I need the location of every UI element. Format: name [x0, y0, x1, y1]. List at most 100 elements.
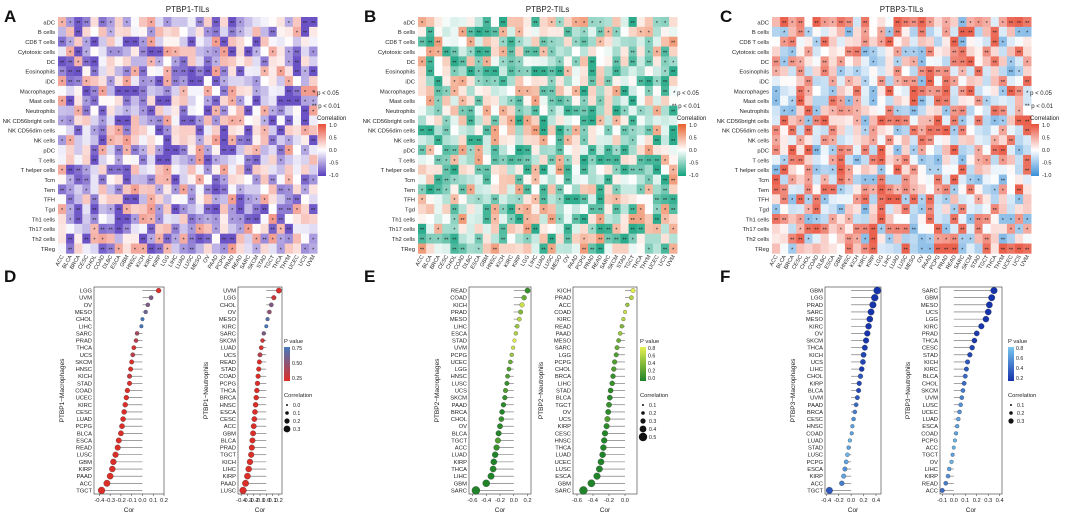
heatmap-cell [917, 135, 927, 146]
heatmap-cell [515, 174, 524, 185]
significance-mark: ** [920, 100, 925, 106]
significance-mark: * [174, 50, 177, 56]
heatmap-cell [539, 223, 548, 234]
heatmap-cell [836, 76, 846, 87]
heatmap-cell [1023, 66, 1032, 77]
heatmap-cell [179, 66, 188, 77]
heatmap-cell [772, 26, 781, 37]
heatmap-cell [869, 76, 878, 87]
heatmap-cell [220, 243, 229, 254]
heatmap-cell [244, 145, 253, 156]
significance-mark: ** [993, 60, 998, 66]
category-label: SARC [555, 488, 571, 494]
category-label: KICH [924, 360, 938, 366]
heatmap-cell [252, 233, 261, 244]
heatmap-cell [812, 135, 821, 146]
heatmap-cell [804, 95, 813, 106]
heatmap-cell [276, 214, 286, 225]
heatmap-cell [628, 105, 637, 116]
significance-mark: * [872, 129, 875, 135]
heatmap-cell [507, 125, 516, 136]
heatmap-cell [990, 214, 1000, 225]
heatmap-cell [636, 184, 646, 195]
heatmap-cell [195, 204, 205, 215]
heatmap-cell [966, 135, 975, 146]
heatmap-cell [171, 145, 180, 156]
significance-mark: ** [92, 90, 97, 96]
heatmap-cell [620, 115, 629, 126]
heatmap-cell [596, 95, 605, 106]
heatmap-cell [580, 17, 589, 28]
heatmap-cell [301, 125, 310, 136]
significance-mark: ** [631, 218, 636, 224]
significance-mark: ** [590, 208, 595, 214]
heatmap-cell [418, 105, 427, 116]
category-label: ESCA [76, 438, 92, 444]
significance-mark: ** [485, 21, 490, 27]
heatmap-cell [187, 125, 196, 136]
heatmap-cell [171, 204, 180, 215]
heatmap-cell [588, 233, 597, 244]
heatmap-cell [106, 66, 115, 77]
heatmap-cell [211, 36, 221, 47]
heatmap-cell [139, 66, 148, 77]
heatmap-cell [772, 17, 781, 28]
heatmap-cell [1006, 164, 1016, 175]
heatmap-cell [604, 36, 613, 47]
heatmap-cell [292, 154, 302, 166]
heatmap-cell [966, 95, 975, 106]
heatmap-cell [812, 164, 821, 175]
significance-mark: ** [271, 139, 276, 145]
significance-mark: * [1010, 218, 1013, 224]
heatmap-cell [155, 115, 164, 126]
heatmap-cell [474, 56, 484, 67]
heatmap-cell [1015, 174, 1024, 185]
heatmap-cell [958, 76, 967, 87]
heatmap-cell [869, 223, 878, 234]
heatmap-cell [844, 145, 854, 156]
heatmap-cell [434, 174, 443, 185]
heatmap-cell [179, 184, 188, 195]
heatmap-cell [82, 56, 91, 67]
heatmap-cell [458, 154, 467, 166]
significance-mark: * [142, 247, 145, 253]
significance-mark: ** [541, 188, 546, 194]
significance-mark: ** [590, 70, 595, 76]
heatmap-cell [74, 26, 83, 37]
panel-letter: C [720, 7, 732, 26]
heatmap-cell [909, 223, 919, 234]
heatmap-cell [1006, 233, 1016, 244]
significance-mark: ** [222, 70, 227, 76]
significance-mark: * [453, 90, 456, 96]
heatmap-cell [90, 115, 99, 126]
heatmap-cell [474, 115, 484, 126]
heatmap-cell [58, 184, 67, 195]
heatmap-cell [942, 204, 951, 215]
heatmap-row-label: NK CD56dim cells [722, 129, 769, 135]
significance-mark: ** [782, 188, 787, 194]
heatmap-cell [604, 243, 613, 254]
heatmap-cell [1015, 105, 1024, 116]
heatmap-cell [974, 233, 983, 244]
heatmap-cell [163, 85, 172, 97]
significance-mark: ** [469, 139, 474, 145]
significance-mark: ** [904, 119, 909, 125]
heatmap-cell [780, 85, 789, 97]
legend-colorbar [1031, 124, 1039, 176]
heatmap-cell [499, 223, 508, 234]
lollipop-point [145, 302, 151, 308]
heatmap-cell [571, 223, 581, 234]
significance-mark: * [126, 80, 129, 86]
heatmap-cell [442, 76, 451, 87]
heatmap-cell [877, 243, 886, 254]
heatmap-cell [292, 46, 302, 57]
heatmap-cell [669, 154, 678, 166]
heatmap-cell [252, 125, 261, 136]
heatmap-cell [885, 76, 894, 87]
heatmap-cell [966, 214, 975, 225]
significance-mark: * [502, 41, 505, 47]
heatmap-cell [661, 135, 670, 146]
heatmap-cell [284, 204, 294, 215]
heatmap-cell [950, 154, 959, 166]
heatmap-cell [563, 223, 573, 234]
